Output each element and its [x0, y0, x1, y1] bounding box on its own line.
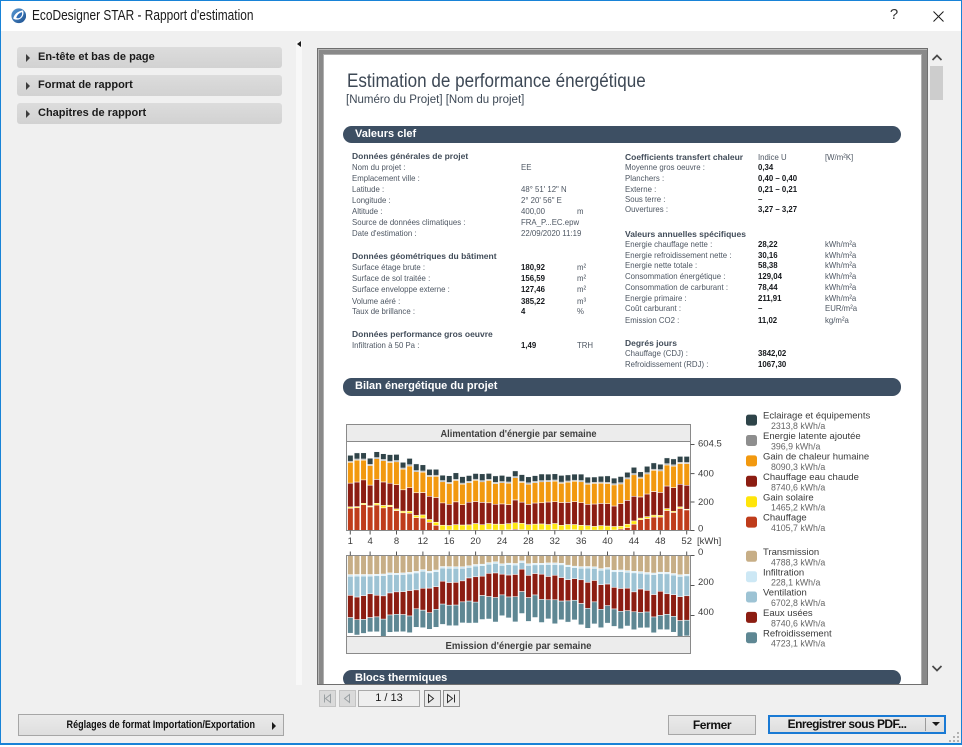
svg-text:12: 12 — [418, 536, 429, 547]
svg-text:Eclairage et équipements: Eclairage et équipements — [763, 411, 870, 422]
svg-text:604.5: 604.5 — [698, 439, 722, 450]
svg-text:Infiltration: Infiltration — [763, 567, 804, 578]
svg-text:0: 0 — [698, 547, 703, 558]
svg-text:200: 200 — [698, 577, 714, 588]
svg-text:200: 200 — [698, 497, 714, 508]
svg-text:Emission d'énergie par semaine: Emission d'énergie par semaine — [446, 640, 592, 652]
svg-text:Gain solaire: Gain solaire — [763, 492, 814, 503]
svg-text:400: 400 — [698, 469, 714, 480]
svg-text:8740,6 kWh/a: 8740,6 kWh/a — [771, 618, 825, 628]
svg-text:Ventilation: Ventilation — [763, 588, 807, 599]
svg-text:[kWh]: [kWh] — [697, 536, 721, 547]
svg-text:Transmission: Transmission — [763, 547, 819, 558]
svg-text:20: 20 — [470, 536, 481, 547]
svg-text:16: 16 — [444, 536, 455, 547]
svg-text:8: 8 — [394, 536, 399, 547]
svg-text:1: 1 — [348, 536, 353, 547]
svg-text:24: 24 — [497, 536, 508, 547]
svg-text:48: 48 — [655, 536, 666, 547]
svg-text:40: 40 — [602, 536, 613, 547]
svg-text:8090,3 kWh/a: 8090,3 kWh/a — [771, 462, 825, 472]
svg-text:4105,7 kWh/a: 4105,7 kWh/a — [771, 523, 825, 533]
svg-text:8740,6 kWh/a: 8740,6 kWh/a — [771, 482, 825, 492]
svg-text:36: 36 — [576, 536, 587, 547]
svg-text:4: 4 — [367, 536, 372, 547]
svg-text:Chauffage eau chaude: Chauffage eau chaude — [763, 472, 859, 483]
svg-text:1465,2 kWh/a: 1465,2 kWh/a — [771, 503, 825, 513]
svg-text:6702,8 kWh/a: 6702,8 kWh/a — [771, 598, 825, 608]
svg-text:Alimentation d'énergie par sem: Alimentation d'énergie par semaine — [441, 428, 597, 440]
svg-text:4788,3 kWh/a: 4788,3 kWh/a — [771, 557, 825, 567]
svg-text:44: 44 — [629, 536, 640, 547]
svg-text:28: 28 — [523, 536, 534, 547]
svg-text:396,9 kWh/a: 396,9 kWh/a — [771, 442, 820, 452]
svg-text:4723,1 kWh/a: 4723,1 kWh/a — [771, 639, 825, 649]
svg-text:Eaux usées: Eaux usées — [763, 608, 813, 619]
svg-text:0: 0 — [698, 524, 703, 535]
svg-text:400: 400 — [698, 607, 714, 618]
svg-text:228,1 kWh/a: 228,1 kWh/a — [771, 578, 820, 588]
svg-text:Chauffage: Chauffage — [763, 513, 807, 524]
svg-text:Energie latente ajoutée: Energie latente ajoutée — [763, 431, 861, 442]
svg-text:Refroidissement: Refroidissement — [763, 628, 832, 639]
svg-text:32: 32 — [550, 536, 561, 547]
svg-text:2313,8 kWh/a: 2313,8 kWh/a — [771, 421, 825, 431]
svg-text:Gain de chaleur humaine: Gain de chaleur humaine — [763, 452, 869, 463]
svg-text:52: 52 — [681, 536, 692, 547]
